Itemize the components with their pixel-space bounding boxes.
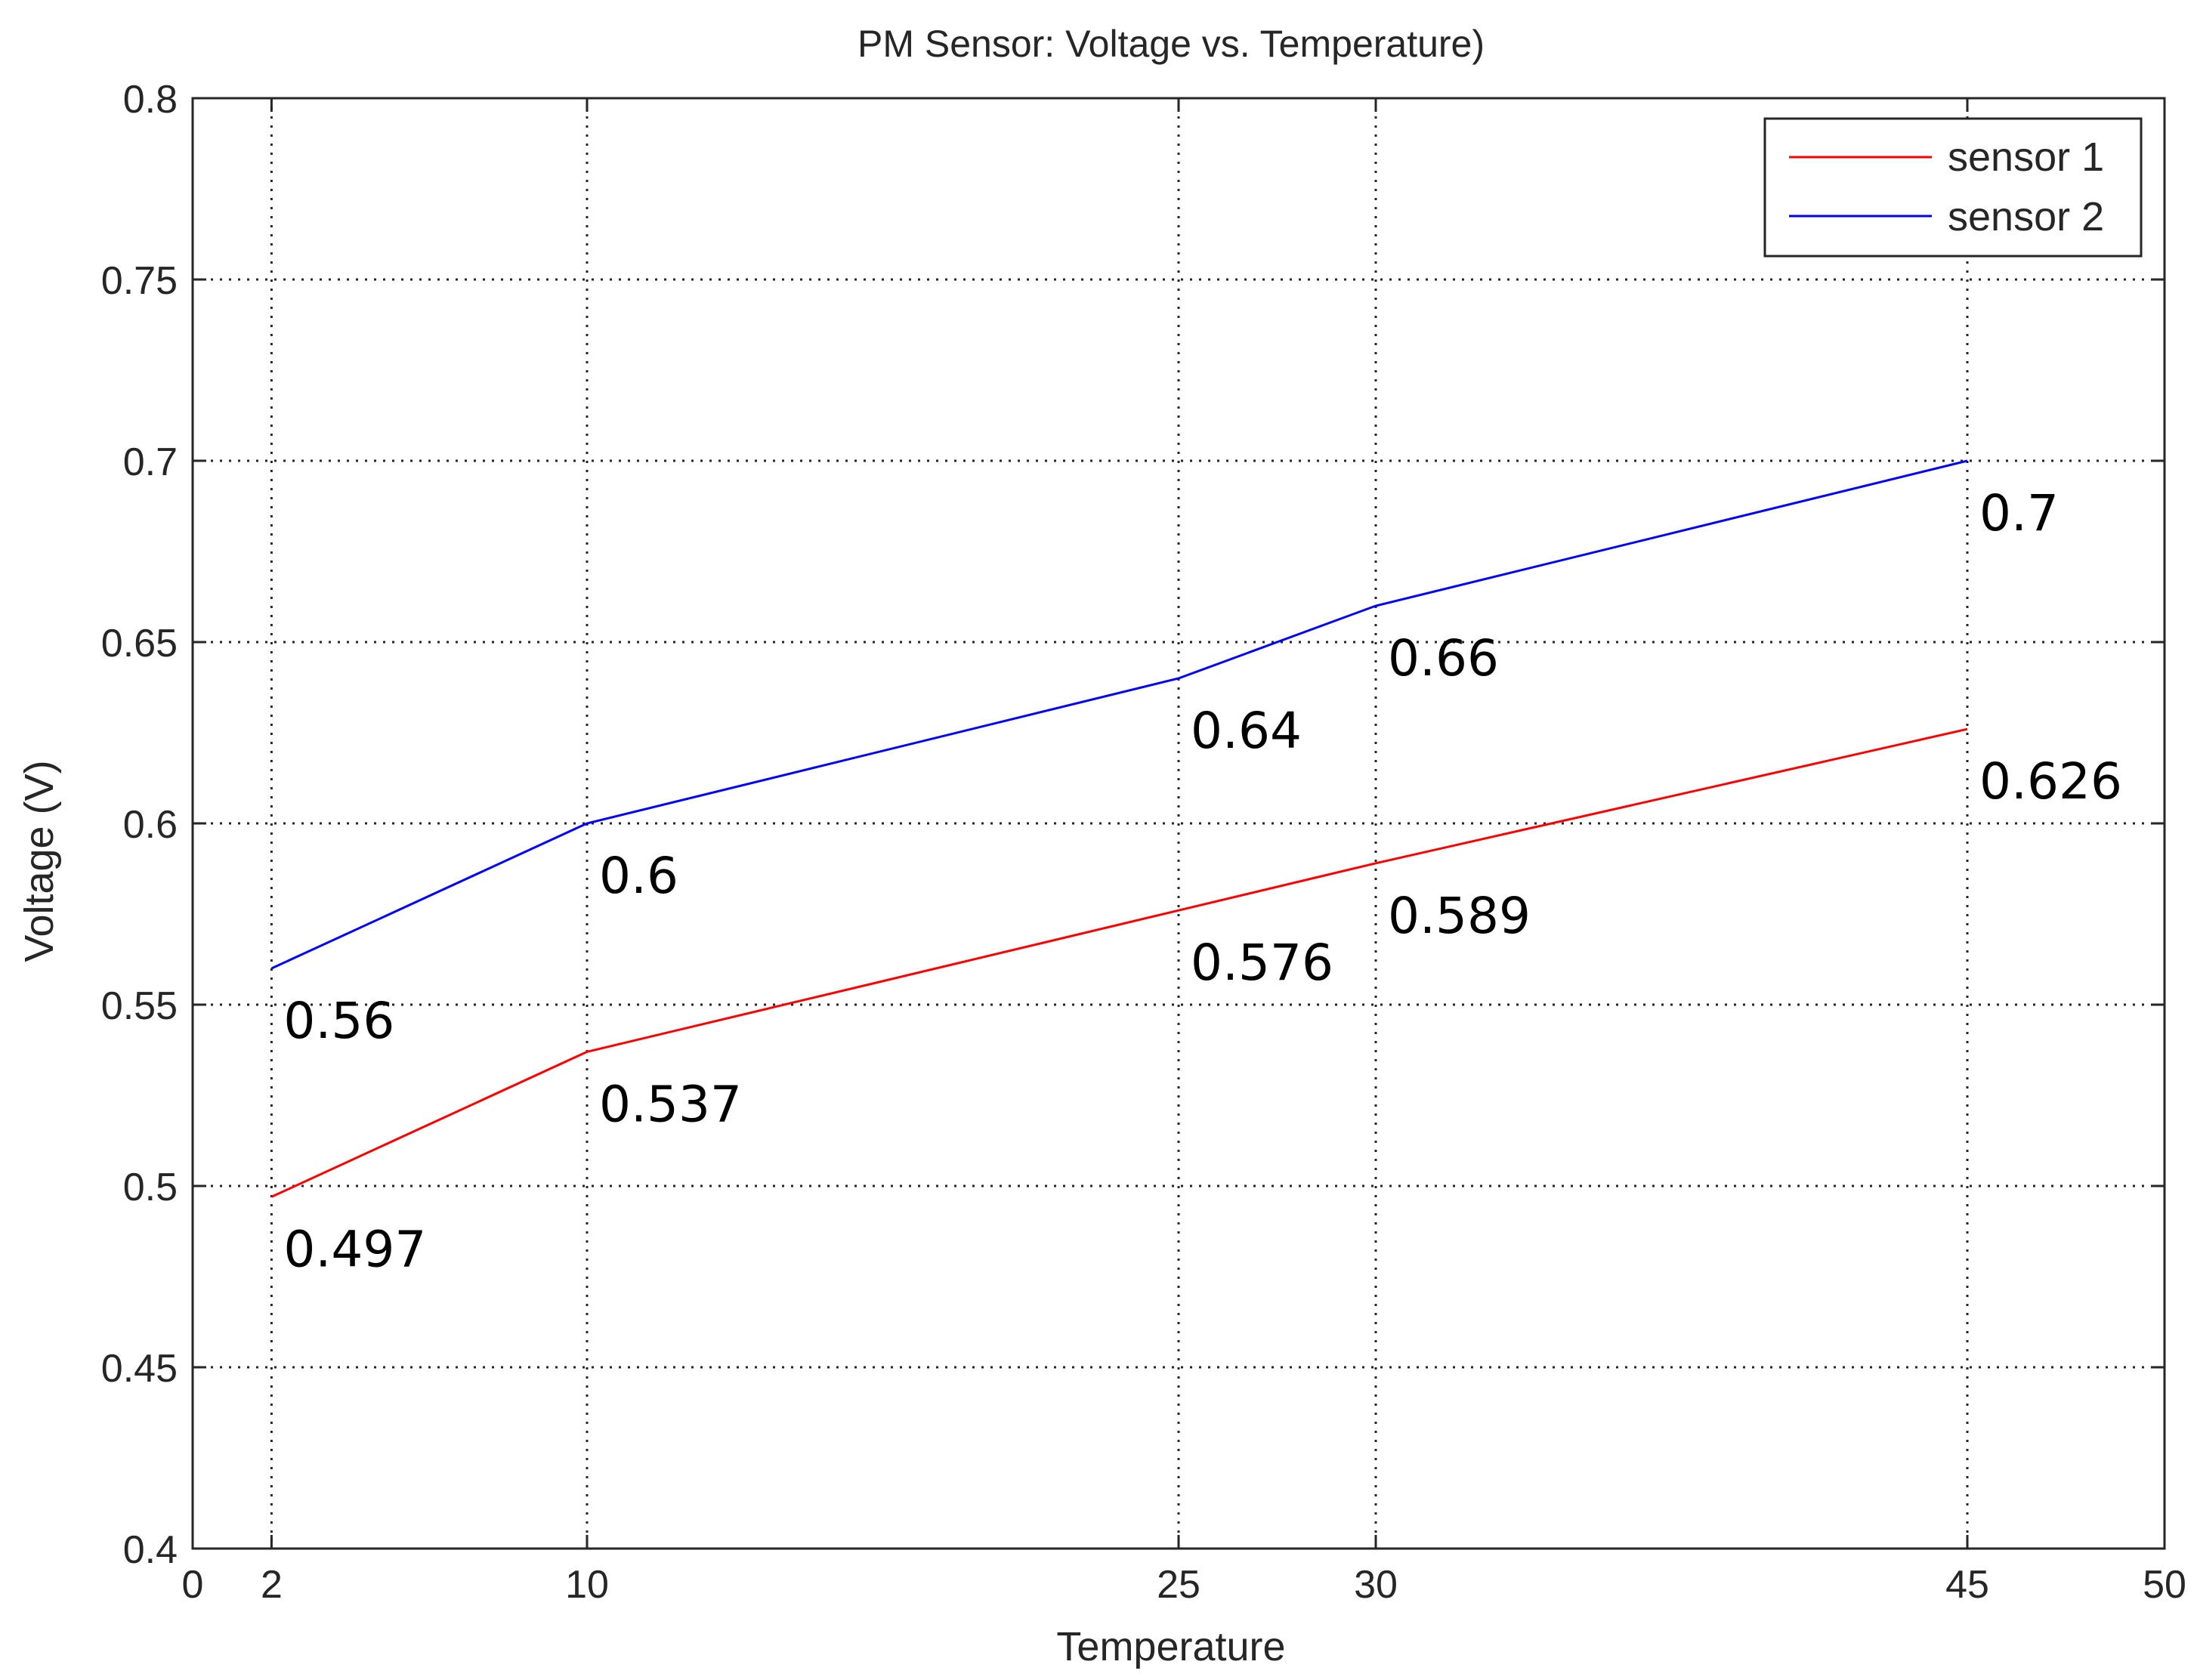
legend-label-sensor-2: sensor 2 <box>1948 194 2104 239</box>
y-tick-label: 0.45 <box>101 1347 178 1391</box>
y-tick-label: 0.8 <box>123 78 178 122</box>
y-tick-label: 0.65 <box>101 622 178 666</box>
series-lines <box>270 459 1968 1198</box>
grid-lines <box>193 98 2165 1549</box>
data-label: 0.626 <box>1979 752 2122 811</box>
chart-title: PM Sensor: Voltage vs. Temperature) <box>857 23 1485 65</box>
x-tick-label: 50 <box>2143 1563 2186 1607</box>
y-tick-label: 0.5 <box>123 1166 178 1209</box>
y-tick-label: 0.75 <box>101 259 178 303</box>
data-label: 0.66 <box>1388 629 1499 687</box>
data-label: 0.7 <box>1979 484 2059 542</box>
legend: sensor 1 sensor 2 <box>1763 117 2143 258</box>
y-tick-label: 0.55 <box>101 984 178 1028</box>
legend-box <box>1763 117 2143 258</box>
data-label: 0.56 <box>283 992 394 1050</box>
x-tick-label: 30 <box>1354 1563 1398 1607</box>
data-label: 0.537 <box>599 1075 742 1133</box>
y-tick-label: 0.7 <box>123 440 178 484</box>
data-label: 0.497 <box>283 1220 426 1278</box>
data-label: 0.6 <box>599 847 678 905</box>
y-tick-label: 0.4 <box>123 1528 178 1572</box>
axis-ticks: 0 2 10 25 30 45 50 0.4 0.45 0.5 0.55 0.6 0.65 0.7 0.75… <box>101 78 2186 1607</box>
data-label: 0.64 <box>1191 702 1302 760</box>
data-label: 0.576 <box>1191 934 1333 992</box>
y-axis-label: Voltage (V) <box>17 760 62 962</box>
x-tick-label: 0 <box>182 1563 204 1607</box>
x-tick-label: 2 <box>261 1563 283 1607</box>
x-tick-label: 45 <box>1945 1563 1989 1607</box>
x-tick-label: 10 <box>565 1563 609 1607</box>
legend-label-sensor-1: sensor 1 <box>1948 134 2104 180</box>
series-line-sensor-2 <box>270 459 1968 970</box>
data-labels: 0.497 0.537 0.576 0.589 0.626 0.56 0.6 0.64 0.66… <box>283 484 2122 1278</box>
x-tick-label: 25 <box>1157 1563 1200 1607</box>
x-axis-label: Temperature <box>1056 1624 1285 1669</box>
series-line-sensor-1 <box>270 727 1968 1198</box>
data-label: 0.589 <box>1388 887 1531 945</box>
y-tick-label: 0.6 <box>123 803 178 847</box>
